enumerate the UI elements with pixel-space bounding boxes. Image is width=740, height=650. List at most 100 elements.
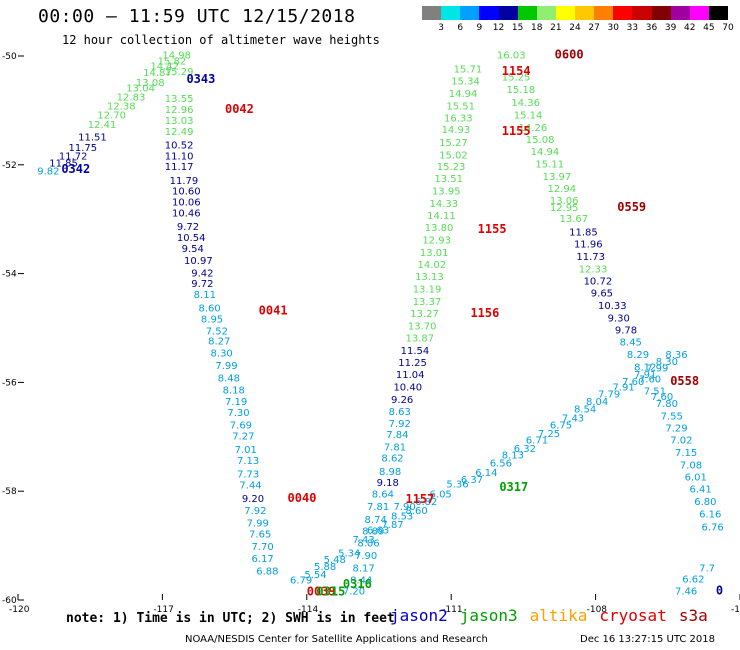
wave-height-value: 8.29 xyxy=(627,350,649,361)
wave-height-value: 14.94 xyxy=(531,147,560,158)
pass-time-label: 0039 xyxy=(307,585,336,599)
wave-height-value: 15.11 xyxy=(535,160,564,171)
colorbar-swatch xyxy=(422,6,442,20)
wave-height-value: 7.01 xyxy=(235,445,257,456)
wave-height-value: 9.30 xyxy=(608,313,630,324)
wave-height-value: 11.75 xyxy=(69,143,98,154)
wave-height-value: 13.51 xyxy=(434,174,463,185)
wave-height-value: 14.93 xyxy=(442,125,471,136)
wave-height-value: 6.41 xyxy=(689,484,711,495)
wave-height-value: 7.52 xyxy=(206,327,228,338)
wave-height-value: 10.46 xyxy=(172,208,201,219)
wave-height-value: 6.05 xyxy=(430,490,452,501)
legend-altika: altika xyxy=(529,606,588,625)
wave-height-value: 8.13 xyxy=(502,451,524,462)
wave-height-value: 12.49 xyxy=(165,127,194,138)
wave-height-value: 9.54 xyxy=(182,244,204,255)
colorbar-label: 15 xyxy=(511,23,524,33)
wave-height-value: 6.63 xyxy=(367,526,389,537)
footer-timestamp: Dec 16 13:27:15 UTC 2018 xyxy=(580,634,715,645)
wave-height-value: 6.88 xyxy=(256,566,278,577)
wave-height-value: 13.04 xyxy=(126,83,155,94)
pass-time-label: 1154 xyxy=(502,64,531,78)
legend-cryosat: cryosat xyxy=(599,606,667,625)
lat-label: -60 xyxy=(2,596,17,606)
pass-time-label: 0041 xyxy=(259,303,288,317)
wave-height-value: 13.03 xyxy=(165,116,194,127)
wave-height-value: 8.36 xyxy=(665,350,687,361)
colorbar-label: 24 xyxy=(569,23,581,33)
colorbar-swatch xyxy=(632,6,652,20)
pass-time-label: 0315 xyxy=(316,585,345,599)
wave-height-value: 10.40 xyxy=(393,383,422,394)
wave-height-value: 13.80 xyxy=(425,223,454,234)
colorbar-label: 36 xyxy=(645,23,658,33)
wave-height-value: 13.87 xyxy=(405,334,434,345)
wave-height-value: 14.26 xyxy=(519,123,548,134)
wave-height-value: 15.14 xyxy=(514,111,543,122)
colorbar-swatch xyxy=(670,6,690,20)
wave-height-value: 7.43 xyxy=(353,535,375,546)
wave-height-value: 6.62 xyxy=(682,575,704,586)
lat-label: -50 xyxy=(2,52,17,62)
wave-height-value: 11.10 xyxy=(165,151,194,162)
wave-height-value: 6.32 xyxy=(514,444,536,455)
wave-height-value: 11.79 xyxy=(170,176,199,187)
wave-height-value: 13.19 xyxy=(413,285,442,296)
wave-height-value: 10.52 xyxy=(165,140,194,151)
wave-height-value: 15.71 xyxy=(454,64,483,75)
wave-height-value: 9.18 xyxy=(377,478,399,489)
wave-height-value: 7.60 xyxy=(639,374,661,385)
wave-height-value: 8.60 xyxy=(199,304,221,315)
wave-height-value: 15.02 xyxy=(439,150,468,161)
wave-height-value: 5.34 xyxy=(338,548,360,559)
colorbar-label: 3 xyxy=(438,23,444,33)
legend-s3a: s3a xyxy=(678,606,708,625)
wave-height-value: 13.01 xyxy=(420,248,449,259)
wave-height-value: 7.79 xyxy=(598,390,620,401)
wave-height-value: 7.99 xyxy=(215,361,237,372)
pass-time-label: 0040 xyxy=(288,491,317,505)
wave-height-value: 12.83 xyxy=(117,93,146,104)
wave-height-value: 13.06 xyxy=(550,196,579,207)
wave-height-value: 14.94 xyxy=(449,89,478,100)
lon-label: -111 xyxy=(442,605,462,615)
wave-height-value: 7.27 xyxy=(232,432,254,443)
wave-height-value: 13.97 xyxy=(543,172,572,183)
wave-height-value: 7.99 xyxy=(247,519,269,530)
colorbar-swatch xyxy=(498,6,518,20)
lon-label: -117 xyxy=(153,605,173,615)
wave-height-value: 8.27 xyxy=(208,336,230,347)
wave-height-value: 11.85 xyxy=(569,228,598,239)
wave-height-value: 7.29 xyxy=(665,423,687,434)
wave-height-value: 7.91 xyxy=(634,370,656,381)
wave-height-value: 14.98 xyxy=(162,51,191,62)
wave-height-value: 8.98 xyxy=(379,467,401,478)
wave-height-value: 15.27 xyxy=(439,138,468,149)
wave-height-value: 7.19 xyxy=(225,397,247,408)
wave-height-value: 8.60 xyxy=(405,506,427,517)
colorbar-swatch xyxy=(575,6,595,20)
wave-height-value: 11.54 xyxy=(401,346,430,357)
wave-height-value: 6.16 xyxy=(699,509,721,520)
wave-height-value: 7.15 xyxy=(675,448,697,459)
pass-time-label: 0342 xyxy=(61,162,90,176)
lat-label: -52 xyxy=(2,161,17,171)
colorbar-swatch xyxy=(594,6,614,20)
wave-height-value: 10.72 xyxy=(584,276,613,287)
wave-height-value: 8.95 xyxy=(201,315,223,326)
wave-height-value: 9.20 xyxy=(242,494,264,505)
wave-height-value: 8.62 xyxy=(381,453,403,464)
wave-height-value: 12.41 xyxy=(88,120,117,131)
wave-height-value: 7.51 xyxy=(644,386,666,397)
wave-height-value: 7.20 xyxy=(343,587,365,598)
wave-height-value: 13.08 xyxy=(136,78,165,89)
colorbar-label: 6 xyxy=(457,23,464,33)
pass-time-label: 0316 xyxy=(343,577,372,591)
wave-height-value: 8.64 xyxy=(372,490,394,501)
wave-height-value: 7.92 xyxy=(389,419,411,430)
lon-label: -114 xyxy=(298,605,319,615)
colorbar-label: 70 xyxy=(722,23,734,33)
